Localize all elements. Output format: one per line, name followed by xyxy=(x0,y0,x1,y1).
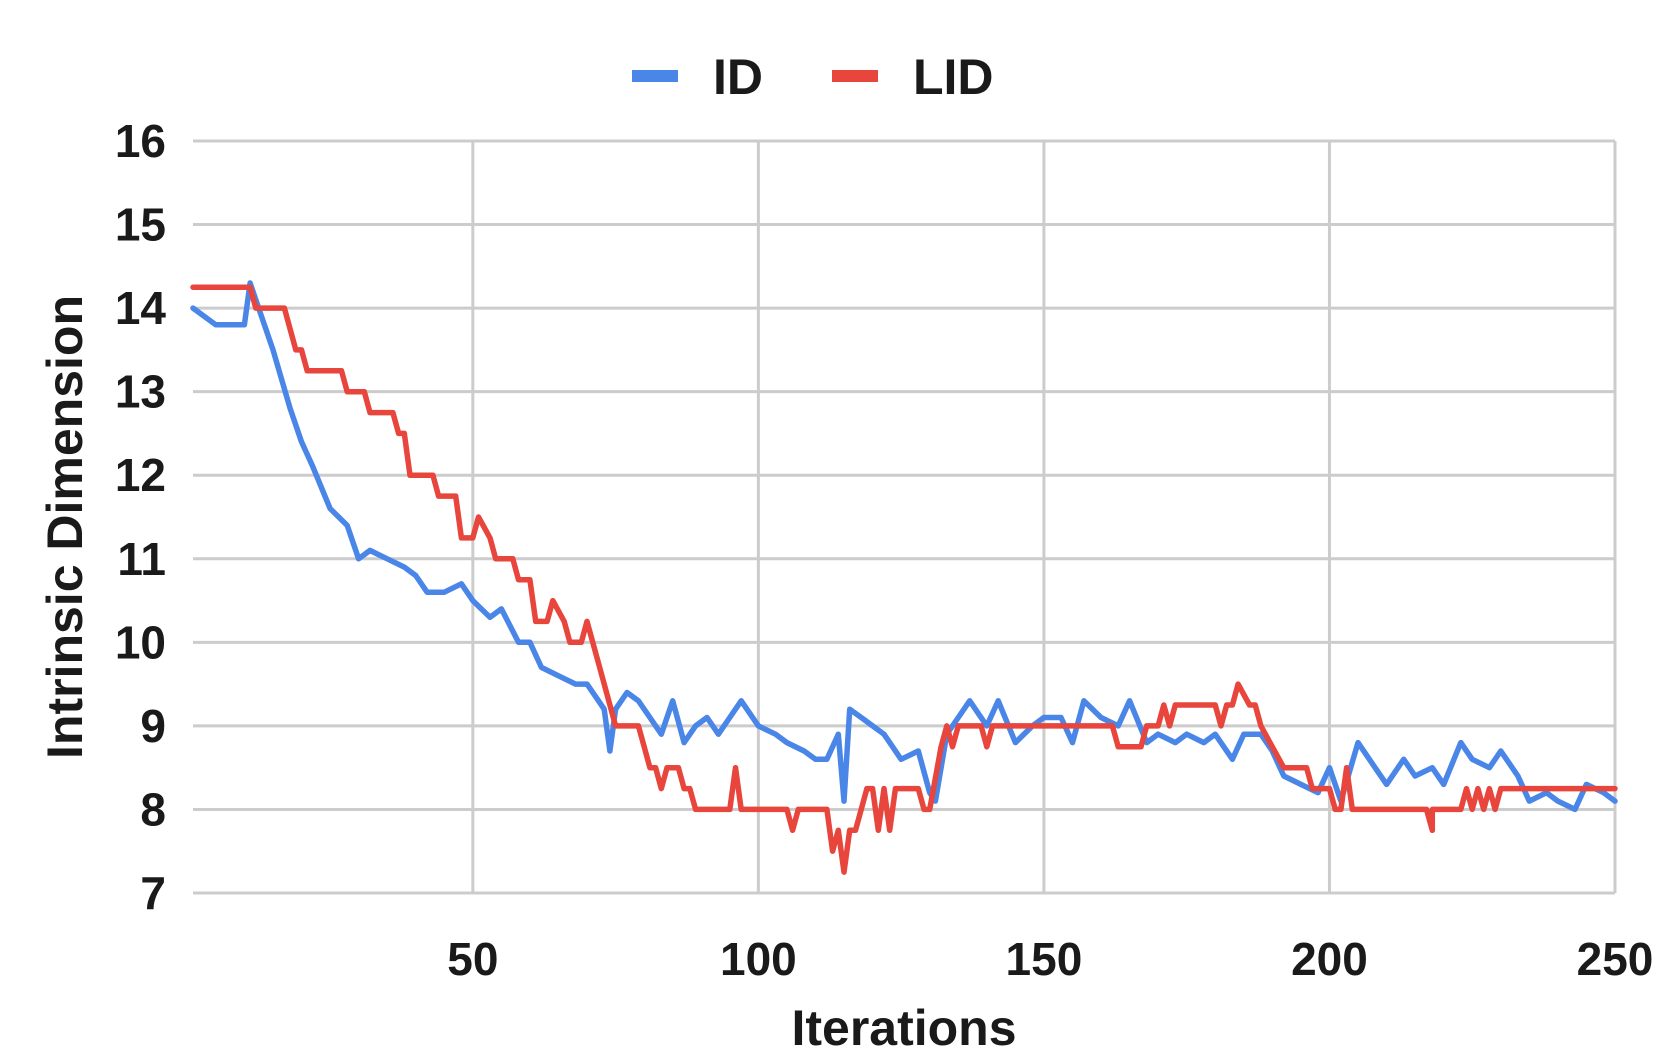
x-tick-label: 200 xyxy=(1291,933,1368,985)
x-tick-label: 250 xyxy=(1577,933,1654,985)
x-tick-label: 50 xyxy=(447,933,498,985)
legend: ID LID xyxy=(632,49,994,105)
legend-label-id: ID xyxy=(713,49,763,105)
x-tick-label: 100 xyxy=(720,933,797,985)
y-tick-label: 7 xyxy=(140,867,166,919)
y-tick-label: 16 xyxy=(115,115,166,167)
y-tick-labels: 7 8 9 10 11 12 13 14 15 16 xyxy=(115,115,167,919)
y-tick-label: 12 xyxy=(115,449,166,501)
y-tick-label: 14 xyxy=(115,282,167,334)
gridlines xyxy=(193,139,1617,895)
y-tick-label: 9 xyxy=(140,700,166,752)
x-tick-labels: 50 100 150 200 250 xyxy=(447,933,1653,985)
y-tick-label: 13 xyxy=(115,366,166,418)
series-line-id xyxy=(190,280,1618,813)
y-tick-label: 11 xyxy=(117,533,166,585)
x-axis-title: Iterations xyxy=(791,1000,1016,1053)
series-lines xyxy=(190,280,1618,875)
y-tick-label: 10 xyxy=(115,616,166,668)
x-tick-label: 150 xyxy=(1006,933,1083,985)
y-axis-title: Intrinsic Dimension xyxy=(37,295,93,759)
series-line-lid xyxy=(190,284,1618,875)
y-tick-label: 8 xyxy=(140,783,166,835)
legend-label-lid: LID xyxy=(913,49,994,105)
y-tick-label: 15 xyxy=(115,199,166,251)
